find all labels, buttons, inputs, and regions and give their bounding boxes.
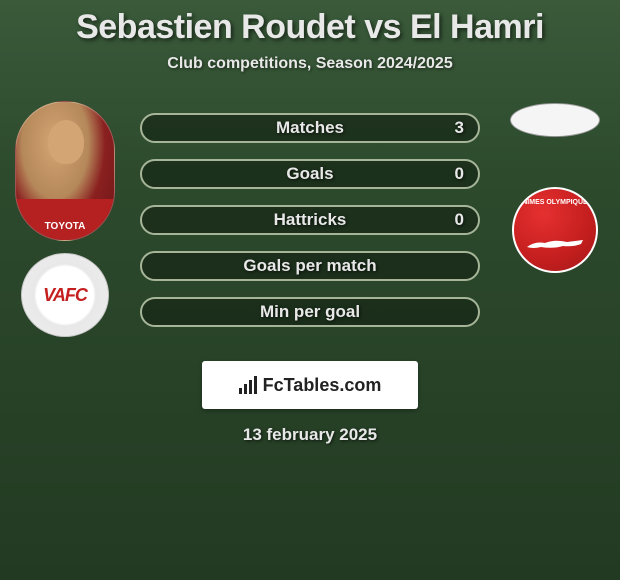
player-left-photo [15,101,115,241]
bar-icon-bar [244,384,247,394]
club-left-text: VAFC [43,285,87,306]
club-right-text: NIMES OLYMPIQUE [522,199,587,207]
player-left-club-badge: VAFC [21,253,109,337]
stat-value-right: 0 [455,210,464,230]
stats-list: Matches 3 Goals 0 Hattricks 0 Goals per … [140,101,480,343]
bar-icon-bar [254,376,257,394]
stat-value-right: 0 [455,164,464,184]
comparison-card: Sebastien Roudet vs El Hamri Club compet… [0,0,620,445]
bar-icon-bar [249,380,252,394]
stat-label: Matches [276,118,344,138]
stat-label: Hattricks [274,210,347,230]
brand-badge: FcTables.com [202,361,418,409]
right-player-column: NIMES OLYMPIQUE [500,101,610,273]
content-area: VAFC NIMES OLYMPIQUE Matches 3 Goals 0 [0,101,620,343]
bar-icon-bar [239,388,242,394]
stat-row-matches: Matches 3 [140,113,480,143]
stat-label: Goals per match [243,256,376,276]
brand-text: FcTables.com [263,375,382,396]
stat-label: Goals [286,164,333,184]
stat-label: Min per goal [260,302,360,322]
bar-chart-icon [239,376,257,394]
footer-date: 13 february 2025 [0,425,620,445]
stat-row-hattricks: Hattricks 0 [140,205,480,235]
page-title: Sebastien Roudet vs El Hamri [0,8,620,47]
crocodile-icon [525,235,585,253]
stat-row-min-per-goal: Min per goal [140,297,480,327]
stat-row-goals-per-match: Goals per match [140,251,480,281]
player-right-club-badge: NIMES OLYMPIQUE [512,187,598,273]
stat-row-goals: Goals 0 [140,159,480,189]
page-subtitle: Club competitions, Season 2024/2025 [0,55,620,73]
player-right-photo-placeholder [510,103,600,137]
left-player-column: VAFC [10,101,120,337]
stat-value-right: 3 [455,118,464,138]
